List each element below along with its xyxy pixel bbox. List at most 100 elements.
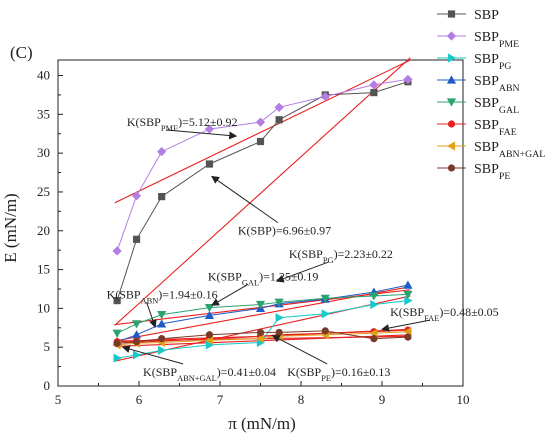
- data-point: [403, 280, 413, 289]
- data-point: [255, 300, 266, 310]
- fit-line: [114, 57, 411, 326]
- data-point: [157, 146, 167, 157]
- data-point: [132, 350, 142, 360]
- x-tick-label: 9: [379, 392, 386, 407]
- data-point: [255, 334, 265, 344]
- y-tick-label: 10: [37, 300, 50, 315]
- annotations: K(SBPPME)=5.12±0.92 K(SBP)=6.96±0.97 K(SBP…: [107, 115, 499, 382]
- annotation-label: K(SBPABN+GAL)=0.41±0.04: [143, 365, 276, 383]
- legend-label: SBPABN+GAL: [474, 140, 545, 160]
- data-point: [112, 246, 122, 256]
- legend-label: SBPGAL: [474, 96, 519, 116]
- annotation-arrow: [166, 129, 238, 140]
- data-point: [403, 74, 413, 85]
- data-point: [131, 191, 142, 201]
- annotation-arrow: [211, 284, 249, 306]
- data-point: [132, 338, 141, 346]
- fit-line: [114, 289, 411, 326]
- legend-marker: [447, 164, 456, 172]
- data-point: [256, 137, 265, 146]
- x-tick-label: 10: [457, 392, 470, 407]
- annotation-label: K(SBPABN)=1.94±0.16: [107, 287, 218, 305]
- data-point: [158, 345, 167, 355]
- data-point: [157, 310, 167, 320]
- legend-marker: [446, 98, 457, 107]
- annotation-label: K(SBPPG)=2.23±0.22: [289, 247, 393, 265]
- x-axis-title: π (mN/m): [228, 414, 296, 433]
- legend: SBP SBPPMESBPPGSBPABNSBPGALSBPFAESBPABN+G…: [437, 8, 545, 182]
- x-tick-label: 7: [217, 392, 224, 407]
- annotation-arrow: [271, 335, 328, 365]
- data-point: [370, 299, 379, 310]
- annotation-label: K(SBPFAE)=0.48±0.05: [390, 305, 499, 323]
- legend-label: SBP: [474, 8, 499, 23]
- data-point: [274, 102, 284, 112]
- x-tick-label: 6: [136, 392, 143, 407]
- data-point: [255, 117, 266, 127]
- data-point: [158, 193, 166, 201]
- data-point: [113, 353, 122, 363]
- annotation-arrow: [275, 261, 330, 283]
- y-tick-label: 20: [37, 223, 50, 238]
- data-point: [275, 328, 283, 337]
- legend-label: SBPPE: [474, 162, 510, 182]
- legend-marker: [446, 141, 456, 151]
- legend-label: SBPABN: [474, 74, 520, 94]
- y-tick-label: 30: [37, 145, 50, 160]
- data-point: [204, 310, 215, 319]
- panel-label: (C): [10, 43, 33, 62]
- fit-line: [114, 59, 411, 204]
- data-point: [256, 328, 265, 337]
- data-point: [131, 320, 142, 329]
- annotation-label: K(SBPPE)=0.16±0.13: [287, 365, 390, 383]
- data-point: [205, 160, 214, 168]
- legend-label: SBPFAE: [474, 118, 517, 138]
- data-point: [320, 294, 330, 303]
- legend-marker: [446, 75, 457, 84]
- data-point: [275, 313, 284, 323]
- data-point: [275, 116, 283, 124]
- data-point: [131, 330, 142, 339]
- data-point: [205, 340, 215, 350]
- legend-marker: [446, 31, 457, 41]
- legend-marker: [447, 10, 456, 18]
- data-point: [370, 89, 378, 97]
- data-point: [320, 91, 330, 102]
- annotation-label: K(SBPPME)=5.12±0.92: [127, 115, 238, 133]
- legend-marker: [447, 120, 456, 128]
- y-tick-label: 15: [37, 262, 50, 277]
- y-axis-title: E (mN/m): [1, 193, 20, 262]
- data-point: [205, 331, 214, 339]
- y-tick-label: 35: [37, 106, 50, 121]
- y-tick-label: 25: [37, 184, 50, 199]
- data-point: [204, 124, 215, 134]
- annotation-label: K(SBP)=6.96±0.97: [238, 224, 331, 238]
- annotation-arrow: [381, 319, 431, 332]
- annotation-label: K(SBPGAL)=1.25±0.19: [208, 269, 319, 287]
- data-point: [132, 235, 141, 243]
- data-point: [204, 304, 215, 313]
- x-tick-label: 8: [298, 392, 305, 407]
- legend-marker: [447, 53, 457, 63]
- annotation-arrow: [121, 345, 184, 365]
- data-point: [274, 298, 284, 307]
- annotation-arrow: [211, 175, 279, 224]
- data-point: [370, 335, 378, 343]
- data-point: [369, 292, 379, 301]
- y-tick-label: 0: [44, 378, 51, 393]
- data-point: [158, 335, 166, 343]
- legend-label: SBPPME: [474, 30, 519, 50]
- legend-label: SBPPG: [474, 52, 511, 72]
- data-point: [113, 297, 121, 305]
- data-point: [369, 80, 379, 90]
- data-point: [321, 327, 329, 335]
- data-point: [113, 339, 121, 347]
- y-tick-label: 40: [37, 68, 50, 83]
- data-point: [403, 290, 413, 300]
- annotation-arrow: [146, 302, 157, 328]
- data-point: [404, 333, 412, 341]
- x-tick-label: 5: [55, 392, 62, 407]
- data-markers: [112, 74, 413, 363]
